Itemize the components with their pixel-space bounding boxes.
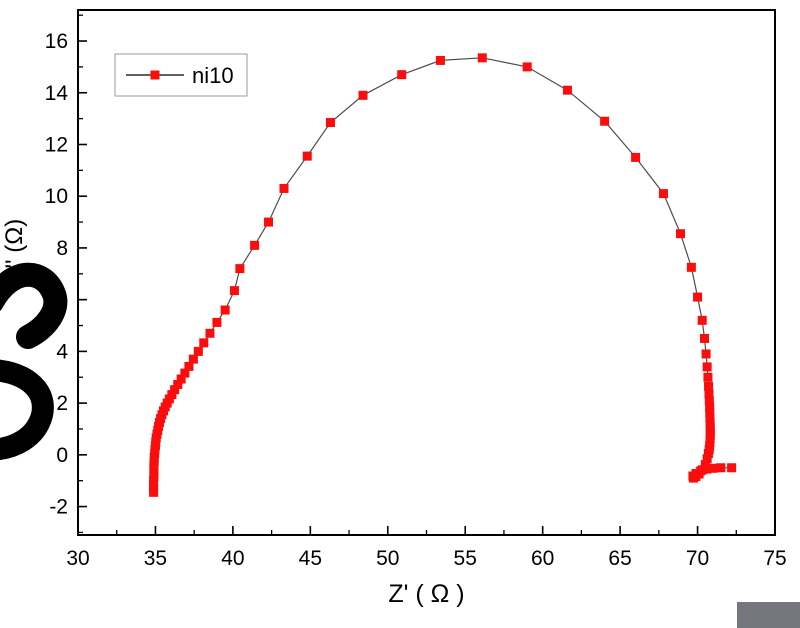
series-ni10-marker: [676, 229, 686, 239]
series-ni10-marker: [176, 374, 186, 384]
x-axis-tick-label: 60: [531, 547, 554, 570]
series-ni10-marker: [167, 390, 177, 400]
x-axis-title: Z' ( Ω ): [388, 580, 464, 608]
series-ni10-marker: [691, 468, 701, 478]
series-ni10-marker: [700, 333, 710, 343]
x-axis-tick-label: 75: [763, 547, 786, 570]
x-axis-tick-label: 30: [66, 547, 89, 570]
series-ni10-marker: [180, 368, 190, 378]
series-ni10-marker: [704, 389, 714, 399]
series-ni10-marker: [696, 466, 706, 476]
series-ni10-marker: [704, 381, 714, 391]
y-axis-tick-label: 8: [56, 237, 68, 260]
series-ni10-marker: [173, 379, 183, 389]
y-axis-tick-label: 14: [45, 82, 69, 105]
series-ni10-marker: [600, 116, 610, 126]
x-axis-tick-label: 50: [376, 547, 399, 570]
corner-gray-box: [737, 602, 800, 628]
x-axis-tick-label: 55: [454, 547, 477, 570]
series-ni10-marker: [703, 449, 713, 459]
series-ni10-marker: [716, 463, 726, 473]
series-ni10-marker: [302, 151, 312, 161]
series-ni10-marker: [693, 292, 703, 302]
series-ni10-marker: [702, 464, 712, 474]
y-axis-tick-label: 16: [45, 30, 68, 53]
series-ni10-marker: [705, 402, 715, 412]
x-axis-tick-label: 40: [221, 547, 244, 570]
series-ni10-marker: [697, 315, 707, 325]
series-ni10-marker: [705, 408, 715, 418]
series-ni10-marker: [705, 413, 715, 423]
x-axis-tick-label: 35: [144, 547, 167, 570]
series-ni10-marker: [220, 305, 230, 315]
series-ni10-marker: [562, 85, 572, 95]
series-ni10-marker: [264, 217, 274, 227]
y-axis-tick-label: 12: [45, 133, 68, 156]
series-ni10-marker: [325, 118, 335, 127]
series-ni10-marker: [229, 286, 239, 296]
x-axis-tick-label: 70: [686, 547, 709, 570]
series-ni10-marker: [704, 396, 714, 406]
x-axis-tick-label: 65: [608, 547, 631, 570]
ink-smudge-top: [0, 262, 68, 349]
series-ni10-marker: [477, 53, 487, 63]
x-axis-tick-label: 45: [299, 547, 322, 570]
series-ni10-marker: [522, 62, 532, 72]
series-ni10-marker: [397, 70, 407, 80]
series-ni10-marker: [184, 361, 194, 371]
series-ni10-marker: [708, 463, 718, 473]
y-axis-tick-label: 0: [56, 444, 68, 467]
series-ni10-marker: [193, 346, 203, 356]
ink-smudge-bottom: [0, 359, 54, 461]
series-ni10-marker: [658, 189, 668, 199]
y-axis-tick-label: 10: [45, 185, 68, 208]
series-ni10-marker: [199, 338, 209, 348]
series-ni10-marker: [279, 183, 289, 193]
legend-label: ni10: [192, 63, 234, 88]
series-ni10-marker: [702, 362, 712, 372]
series-ni10-marker: [435, 55, 445, 65]
series-ni10-marker: [358, 90, 368, 100]
series-ni10-marker: [631, 152, 641, 162]
series-ni10-marker: [250, 240, 260, 250]
plot-frame: [77, 9, 776, 536]
y-axis-tick-label: 2: [56, 392, 68, 415]
legend-swatch-marker: [150, 70, 160, 80]
series-ni10-marker: [703, 372, 713, 382]
series-ni10-marker: [170, 385, 180, 395]
series-ni10-marker: [727, 463, 737, 473]
y-axis-tick-label: -2: [49, 496, 68, 519]
series-ni10-marker: [702, 454, 712, 464]
series-ni10-marker: [188, 354, 198, 364]
series-ni10-marker: [212, 317, 222, 327]
series-ni10-marker: [686, 262, 696, 272]
series-ni10-marker: [701, 349, 711, 359]
series-ni10-marker: [235, 264, 245, 274]
y-axis-tick-label: 4: [56, 340, 68, 363]
series-ni10-marker: [205, 328, 215, 338]
